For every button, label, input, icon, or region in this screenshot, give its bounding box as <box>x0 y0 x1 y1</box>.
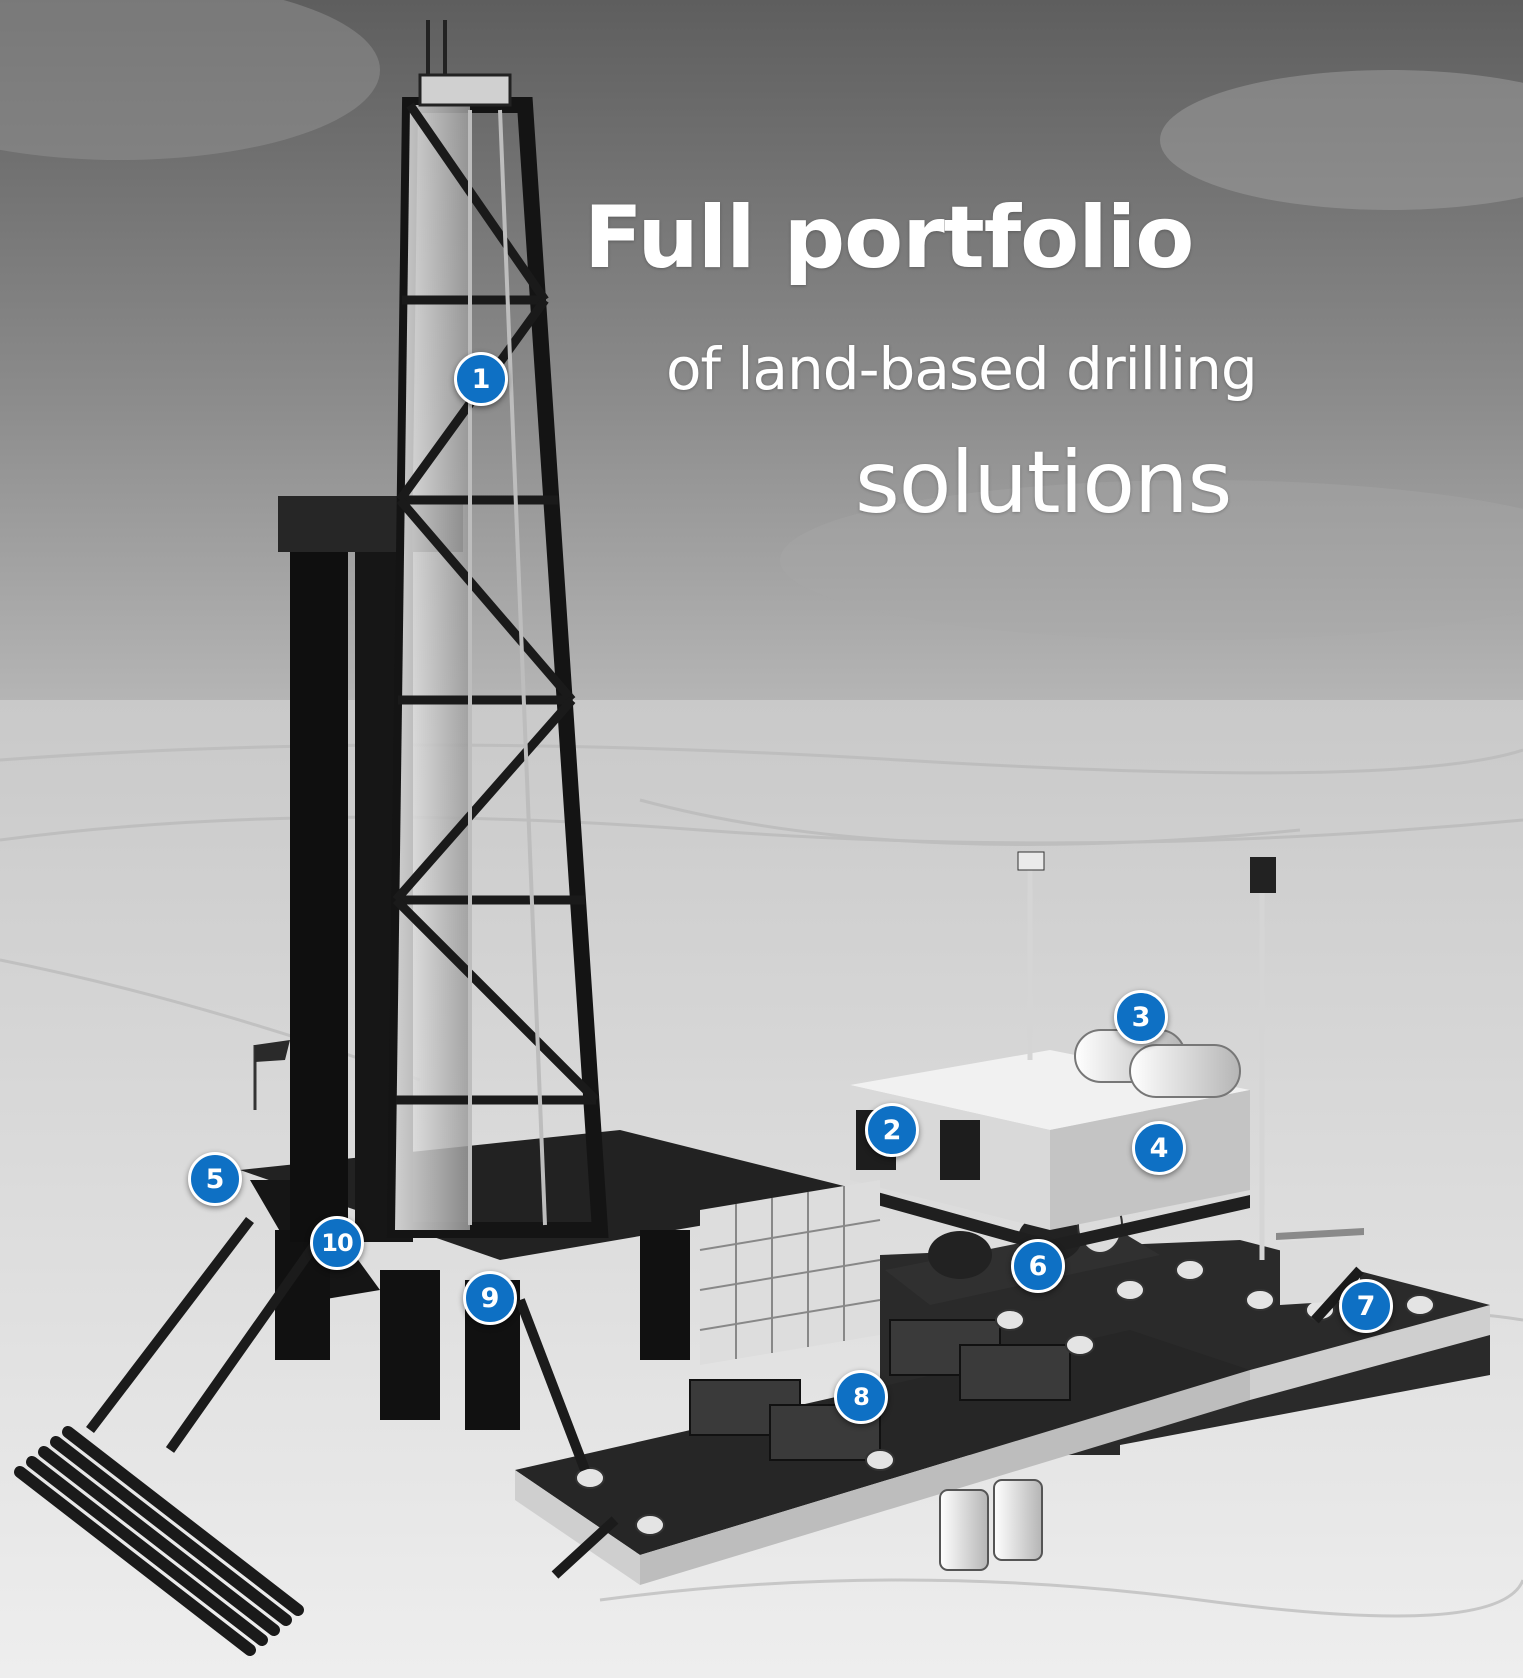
marker-2-living-quarters[interactable]: 2 <box>865 1103 919 1157</box>
fuel-tanks <box>1074 1029 1241 1098</box>
headline-line-1: Full portfolio <box>584 188 1194 288</box>
cloud <box>0 0 380 160</box>
cloud <box>1160 70 1523 210</box>
marker-7-site-office[interactable]: 7 <box>1339 1279 1393 1333</box>
marker-8-mud-pumps[interactable]: 8 <box>834 1370 888 1424</box>
marker-1-derrick[interactable]: 1 <box>454 352 508 406</box>
marker-3-fuel-tanks[interactable]: 3 <box>1114 990 1168 1044</box>
marker-5-stair-tower[interactable]: 5 <box>188 1152 242 1206</box>
headline-line-3: solutions <box>855 433 1232 533</box>
marker-6-drawworks[interactable]: 6 <box>1011 1239 1065 1293</box>
marker-9-rig-floor[interactable]: 9 <box>463 1271 517 1325</box>
doghouse <box>699 1180 881 1365</box>
headline-line-2: of land-based drilling <box>666 335 1258 403</box>
generator-units <box>689 1319 1071 1461</box>
light-masts <box>1027 870 1265 1260</box>
pipe-rack <box>14 1426 304 1656</box>
derrick-mast <box>386 20 609 1238</box>
stairs <box>86 1216 1364 1579</box>
water-tanks <box>939 1479 1043 1571</box>
flag <box>253 1040 290 1110</box>
snow-ripples <box>0 743 1523 1618</box>
cloud <box>780 480 1523 640</box>
marker-10-setback[interactable]: 10 <box>310 1216 364 1270</box>
marker-4-containers[interactable]: 4 <box>1132 1121 1186 1175</box>
